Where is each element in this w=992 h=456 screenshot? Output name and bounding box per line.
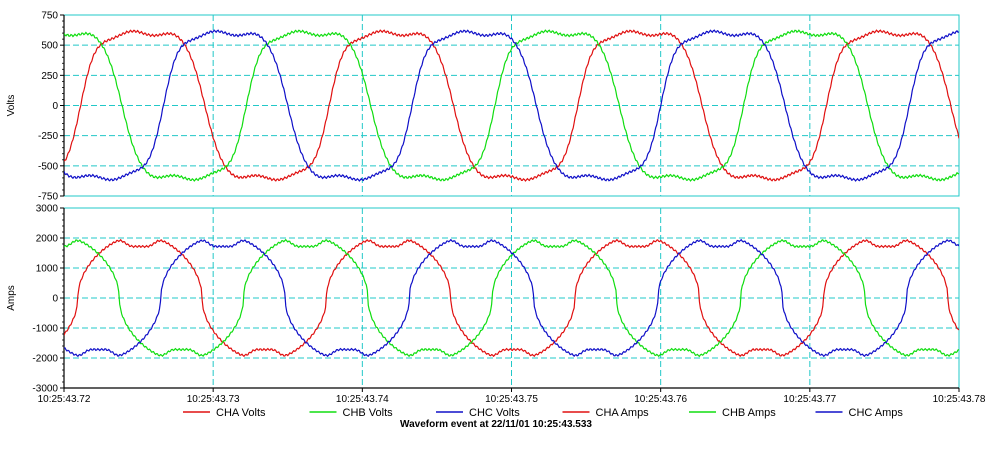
y-tick-label: 500: [41, 41, 58, 52]
y-tick-label: 1000: [36, 264, 59, 275]
grid-volts: [64, 15, 959, 196]
legend-item: CHB Volts: [309, 407, 394, 419]
x-tick-label: 10:25:43.76: [634, 394, 687, 405]
y-tick-label: -2000: [32, 354, 58, 365]
volts-panel: 750 500 250 0 -250 -500 -750 Volts: [6, 11, 960, 203]
legend-item: CHA Amps: [562, 407, 650, 419]
y-tick-label: -3000: [32, 384, 58, 395]
x-tick-label: 10:25:43.77: [783, 394, 836, 405]
y-tick-label: 250: [41, 71, 58, 82]
y-tick-label: 2000: [36, 234, 59, 245]
series-line-chb-volts: [64, 29, 959, 182]
legend-label: CHC Volts: [469, 407, 520, 419]
x-tick-label: 10:25:43.78: [933, 394, 986, 405]
time-axis: 10:25:43.72 10:25:43.73 10:25:43.74 10:25:4…: [38, 387, 986, 405]
y-tick-label: 0: [52, 294, 58, 305]
legend-label: CHC Amps: [849, 407, 904, 419]
series-line-cha-volts: [64, 29, 959, 182]
legend-item: CHA Volts: [183, 407, 266, 419]
x-tick-label: 10:25:43.74: [336, 394, 389, 405]
x-tick-label: 10:25:43.73: [187, 394, 240, 405]
amps-panel: 3000 2000 1000 0 -1000 -2000 -3000 Amps: [6, 204, 960, 395]
legend-item: CHC Volts: [436, 407, 520, 419]
y-tick-label: -500: [38, 161, 58, 172]
legend-label: CHA Amps: [596, 407, 650, 419]
y-tick-label: 750: [41, 11, 58, 22]
y-tick-label: -250: [38, 131, 58, 142]
x-tick-label: 10:25:43.72: [38, 394, 91, 405]
legend-label: CHB Volts: [343, 407, 394, 419]
y-tick-label: -750: [38, 192, 58, 203]
legend-item: CHB Amps: [689, 407, 776, 419]
y-tick-label: 0: [52, 101, 58, 112]
legend-item: CHC Amps: [815, 407, 904, 419]
series-line-chc-amps: [64, 238, 959, 358]
x-tick-label: 10:25:43.75: [485, 394, 538, 405]
event-caption: Waveform event at 22/11/01 10:25:43.533: [400, 419, 592, 430]
legend: CHA Volts CHB Volts CHC Volts CHA Amps CHB A…: [183, 407, 903, 419]
series-line-cha-amps: [64, 238, 959, 358]
series-line-chb-amps: [64, 238, 959, 358]
legend-label: CHB Amps: [722, 407, 776, 419]
y-axis-label: Amps: [6, 285, 17, 311]
y-tick-label: 3000: [36, 204, 59, 215]
y-tick-label: -1000: [32, 324, 58, 335]
grid-amps: [64, 208, 959, 388]
series-line-chc-volts: [64, 29, 959, 182]
legend-label: CHA Volts: [216, 407, 266, 419]
y-axis-label: Volts: [6, 95, 17, 117]
